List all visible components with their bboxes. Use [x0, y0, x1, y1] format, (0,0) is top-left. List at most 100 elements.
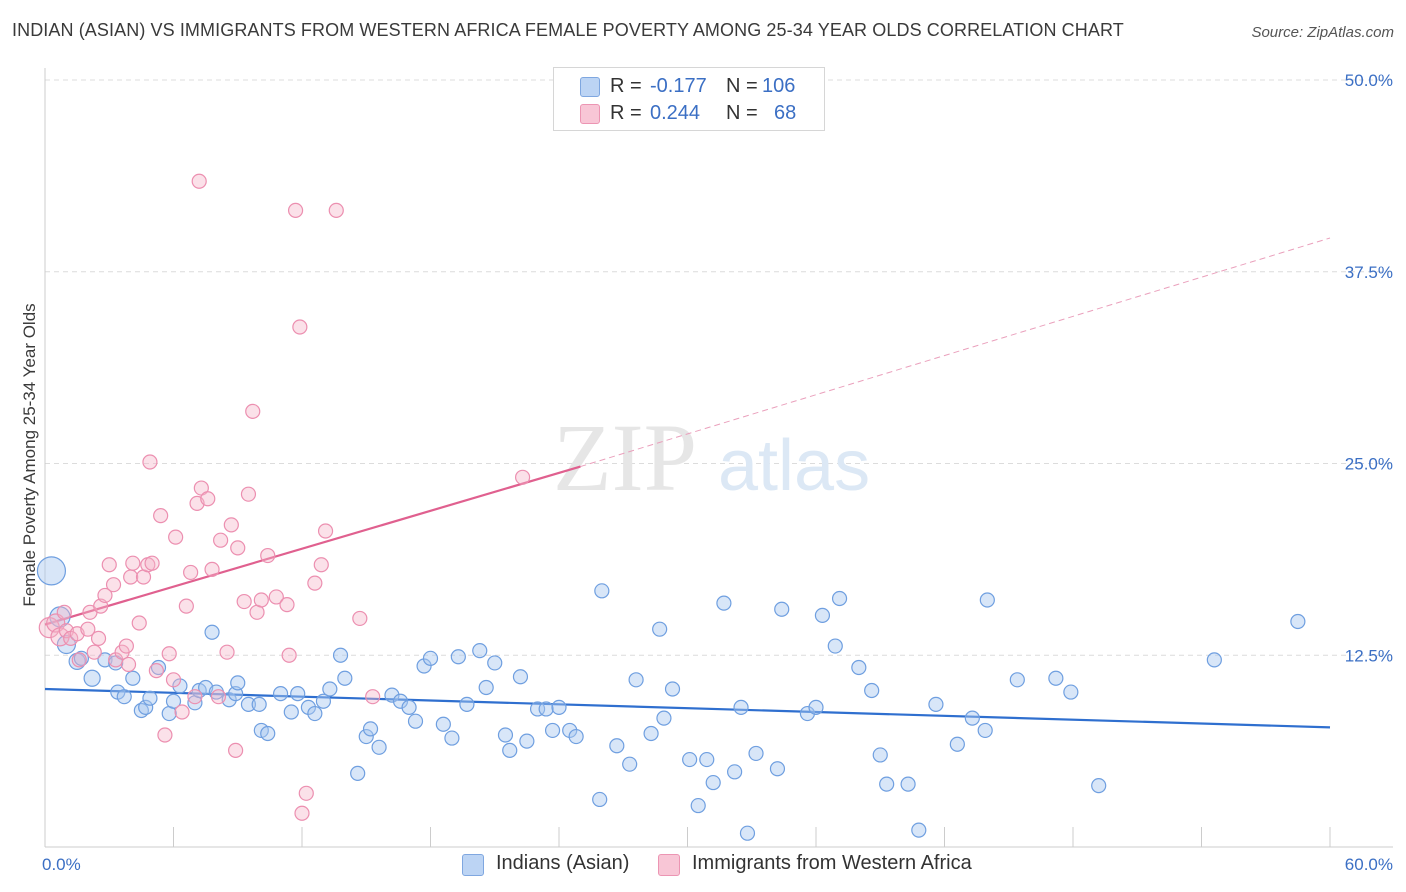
point-western-africa [514, 469, 531, 485]
source-label: Source: ZipAtlas.com [1251, 24, 1394, 41]
legend-r-label: R = [610, 75, 642, 97]
point-indians [682, 751, 698, 768]
point-indians [435, 716, 451, 732]
legend-label-indians: Indians (Asian) [496, 852, 630, 874]
point-western-africa [187, 689, 203, 705]
point-indians [609, 738, 625, 754]
point-western-africa [71, 652, 87, 668]
point-indians [851, 659, 867, 676]
point-indians [1009, 672, 1025, 688]
point-indians [872, 747, 888, 763]
y-tick-label: 12.5% [1345, 646, 1393, 665]
point-indians [83, 669, 101, 687]
point-indians [362, 721, 379, 737]
point-indians [260, 725, 276, 742]
point-western-africa [118, 638, 134, 654]
point-western-africa [228, 742, 244, 758]
point-indians [716, 595, 732, 611]
point-western-africa [230, 540, 246, 556]
legend-r-value: 0.244 [650, 102, 701, 124]
legend-r-label: R = [610, 102, 642, 124]
point-western-africa [210, 689, 227, 705]
point-western-africa [352, 610, 368, 627]
point-indians [1048, 670, 1064, 686]
point-indians [116, 689, 132, 705]
watermark-atlas: atlas [718, 426, 870, 506]
legend-r-value: -0.177 [650, 75, 707, 97]
point-indians [251, 696, 267, 712]
legend-swatch-pink [658, 854, 680, 876]
point-western-africa [317, 523, 334, 539]
legend-n-label: N = [726, 102, 758, 124]
point-western-africa [86, 644, 102, 660]
point-indians [544, 722, 561, 739]
point-indians [322, 681, 338, 697]
point-indians [371, 739, 387, 755]
point-indians [165, 693, 182, 709]
point-indians [401, 699, 417, 716]
point-indians [138, 699, 154, 716]
point-indians [307, 705, 323, 722]
point-indians [727, 764, 743, 780]
point-indians [142, 690, 158, 706]
point-western-africa [328, 202, 344, 218]
point-western-africa [123, 569, 139, 585]
point-western-africa [165, 672, 182, 688]
point-indians [699, 751, 715, 768]
point-western-africa [200, 491, 216, 507]
legend-row-indians: R = -0.177 N = 106 [554, 75, 824, 99]
point-indians [502, 742, 518, 758]
y-tick-label: 37.5% [1345, 263, 1393, 282]
point-indians [911, 822, 927, 838]
legend-row-western-africa: R = 0.244 N = 68 [554, 102, 824, 126]
point-indians [568, 728, 584, 745]
x-tick-label-min: 0.0% [42, 855, 81, 874]
legend-n-value: 106 [762, 75, 796, 97]
point-western-africa [120, 656, 137, 673]
point-indians [652, 621, 668, 637]
point-western-africa [161, 646, 177, 662]
point-indians [332, 647, 349, 663]
point-indians [977, 722, 993, 739]
point-indians [664, 681, 681, 697]
point-indians [551, 699, 567, 716]
point-indians [392, 693, 409, 709]
point-indians [240, 696, 257, 712]
point-indians [358, 728, 374, 745]
point-indians [628, 672, 644, 688]
legend-label-western-africa: Immigrants from Western Africa [692, 852, 972, 874]
point-indians [739, 825, 756, 841]
point-western-africa [245, 403, 261, 419]
point-western-africa [213, 532, 229, 548]
point-indians [384, 687, 400, 703]
point-indians [478, 679, 494, 696]
point-western-africa [144, 555, 160, 571]
point-indians [949, 736, 965, 752]
point-indians [350, 765, 366, 781]
point-indians [879, 776, 895, 792]
point-western-africa [279, 597, 295, 613]
point-indians [864, 682, 880, 699]
point-indians [1290, 613, 1306, 630]
point-indians [656, 710, 672, 726]
point-western-africa [168, 529, 184, 545]
point-indians [928, 696, 944, 712]
legend-n-value: 68 [774, 102, 797, 124]
point-indians [538, 701, 554, 717]
y-tick-label: 50.0% [1345, 71, 1393, 90]
point-indians [808, 699, 824, 716]
legend-swatch-pink [580, 104, 600, 124]
point-western-africa [292, 319, 308, 335]
point-western-africa [313, 557, 329, 573]
point-indians [450, 649, 466, 665]
point-western-africa [131, 615, 147, 631]
point-indians [272, 685, 289, 702]
legend-swatch-blue [462, 854, 484, 876]
trend-line-indians [44, 687, 1331, 729]
point-indians [900, 776, 916, 792]
point-western-africa [80, 621, 96, 637]
point-indians [497, 727, 514, 743]
point-western-africa [281, 647, 297, 663]
point-indians [407, 713, 424, 729]
legend-swatch-blue [580, 77, 600, 97]
